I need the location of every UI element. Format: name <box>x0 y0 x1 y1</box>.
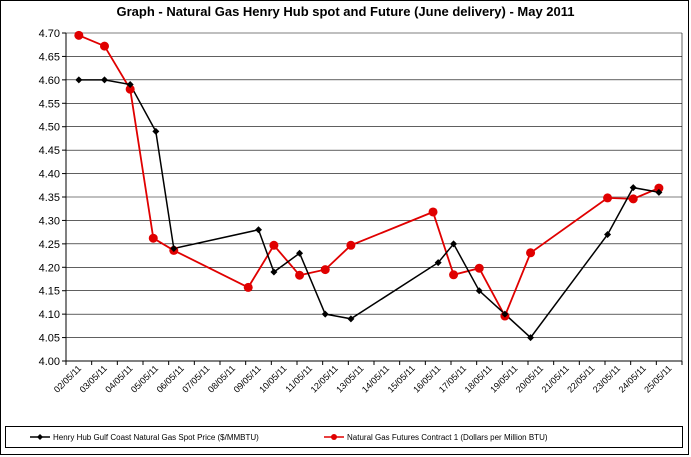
futures-point <box>74 30 84 40</box>
futures-point <box>243 282 253 292</box>
gridlines <box>66 32 682 338</box>
futures-point <box>320 265 330 275</box>
futures-point <box>428 207 438 217</box>
y-tick-labels: 4.00 4.05 4.10 4.15 4.20 4.25 4.30 4.35 4.40 4.45… <box>39 28 60 368</box>
x-tick-label: 25/05/11 <box>642 363 673 394</box>
y-tick-label: 4.70 <box>39 28 60 40</box>
legend-label-spot: Henry Hub Gulf Coast Natural Gas Spot Pr… <box>53 432 259 442</box>
spot-point <box>321 310 329 318</box>
spot-point <box>75 76 83 84</box>
legend-item-spot: Henry Hub Gulf Coast Natural Gas Spot Pr… <box>30 430 259 444</box>
y-tick-label: 4.35 <box>39 192 60 204</box>
futures-point <box>526 248 536 258</box>
spot-point <box>101 76 108 84</box>
futures-point <box>125 84 135 94</box>
futures-point <box>100 41 109 51</box>
spot-point <box>347 315 355 323</box>
spot-point <box>604 230 612 238</box>
y-tick-label: 4.15 <box>39 286 60 298</box>
y-tick-label: 4.55 <box>39 98 60 110</box>
legend: Henry Hub Gulf Coast Natural Gas Spot Pr… <box>5 426 683 448</box>
axes <box>62 32 683 365</box>
y-tick-label: 4.20 <box>39 262 60 274</box>
futures-point <box>269 240 279 250</box>
spot-point <box>501 310 509 318</box>
y-tick-label: 4.40 <box>39 169 60 181</box>
spot-point <box>255 226 262 234</box>
legend-swatch-futures <box>324 434 344 440</box>
legend-swatch-spot <box>30 434 50 440</box>
spot-point <box>296 249 304 257</box>
futures-point <box>474 263 484 273</box>
futures-point <box>449 270 459 280</box>
spot-point <box>450 240 458 248</box>
y-tick-label: 4.45 <box>39 145 60 157</box>
series-line-futures <box>78 34 660 319</box>
y-tick-label: 4.30 <box>39 215 60 227</box>
futures-point <box>628 194 638 204</box>
y-tick-label: 4.25 <box>39 239 60 251</box>
futures-point <box>346 240 356 250</box>
futures-point <box>654 183 664 193</box>
series-line-spot <box>78 79 660 339</box>
spot-point <box>434 259 442 267</box>
x-tick-labels: 02/05/1103/05/1104/05/1105/05/1106/05/11… <box>52 363 674 394</box>
y-tick-label: 4.00 <box>39 356 60 368</box>
series-markers <box>74 30 664 342</box>
spot-point <box>170 245 178 253</box>
y-tick-label: 4.05 <box>39 333 60 345</box>
chart-title: Graph - Natural Gas Henry Hub spot and F… <box>116 4 575 19</box>
y-tick-label: 4.50 <box>39 122 60 134</box>
spot-point <box>655 188 663 196</box>
y-tick-label: 4.65 <box>39 51 60 63</box>
legend-label-futures: Natural Gas Futures Contract 1 (Dollars … <box>347 432 548 442</box>
spot-point <box>475 287 483 295</box>
spot-point <box>270 268 278 276</box>
futures-point <box>148 233 158 243</box>
x-tick-label: 10/05/11 <box>257 363 288 394</box>
spot-point <box>527 334 535 342</box>
y-tick-label: 4.60 <box>39 75 60 87</box>
series-lines <box>78 34 660 339</box>
y-tick-label: 4.10 <box>39 309 60 321</box>
spot-point <box>629 184 637 192</box>
legend-item-futures: Natural Gas Futures Contract 1 (Dollars … <box>324 430 548 444</box>
futures-point <box>295 270 305 280</box>
spot-point <box>126 81 134 89</box>
futures-point <box>603 193 613 203</box>
spot-point <box>152 127 160 135</box>
